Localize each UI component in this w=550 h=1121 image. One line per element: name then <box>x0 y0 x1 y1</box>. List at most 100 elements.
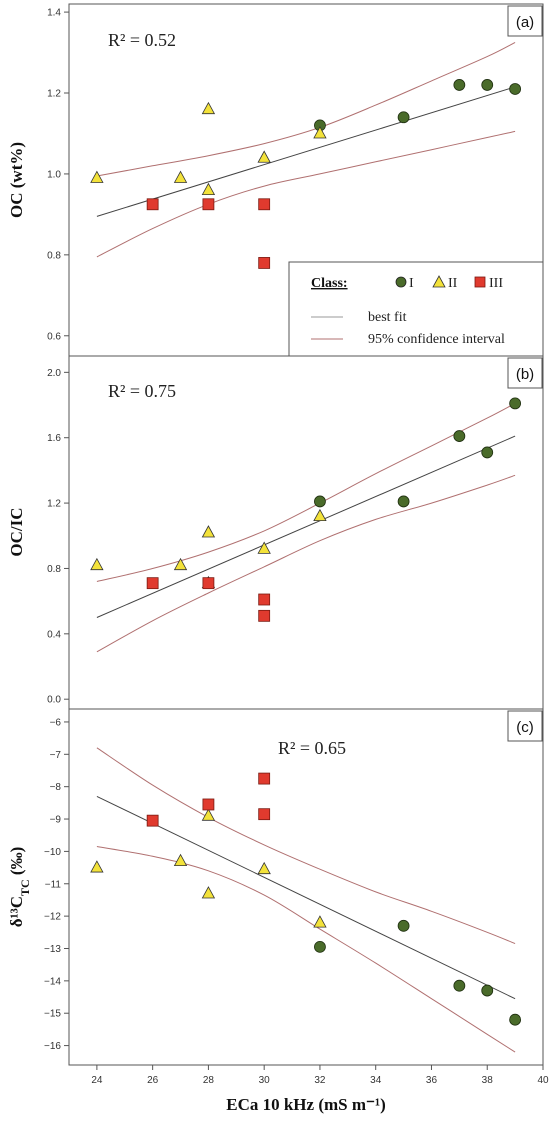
point-class-ii <box>201 101 216 115</box>
x-tick-label: 28 <box>203 1075 215 1086</box>
point-class-iii <box>258 808 271 821</box>
point-class-iii <box>146 577 159 590</box>
panel-b-label-box <box>507 357 543 389</box>
point-class-i <box>453 79 466 91</box>
point-class-iii <box>146 814 159 827</box>
point-class-i <box>314 940 326 953</box>
x-tick-label: 34 <box>370 1075 382 1086</box>
point-class-i <box>397 919 410 932</box>
point-class-iii <box>258 257 271 269</box>
point-class-i <box>481 984 494 997</box>
x-tick-label: 36 <box>426 1075 438 1086</box>
point-class-iii <box>258 198 271 211</box>
y-tick-label: −8 <box>50 782 62 793</box>
y-tick-label: −13 <box>44 944 61 955</box>
point-class-ii <box>257 541 271 554</box>
point-class-ii <box>257 150 271 163</box>
y-tick-label: 1.0 <box>47 169 61 180</box>
y-tick-label: 1.6 <box>47 433 61 444</box>
legend-marker-class-iii <box>474 276 486 288</box>
panel-a-ylabel: OC (wt%) <box>7 142 26 218</box>
x-tick-label: 24 <box>91 1075 103 1086</box>
legend-title: Class: <box>311 276 348 291</box>
point-class-ii <box>90 557 104 571</box>
y-tick-label: −6 <box>50 717 62 728</box>
best-fit-line <box>96 435 516 618</box>
panel-b-ylabel: OC/IC <box>7 507 26 556</box>
point-class-ii <box>90 170 104 183</box>
y-tick-label: 0.8 <box>47 564 61 575</box>
point-class-ii <box>313 126 327 139</box>
panel-b-r2: R² = 0.75 <box>108 381 176 401</box>
point-class-i <box>453 430 466 442</box>
ci-lower-line <box>96 130 516 258</box>
x-tick-label: 26 <box>147 1075 159 1086</box>
panel-a-r2: R² = 0.52 <box>108 30 176 50</box>
panel-a-label: (a) <box>516 14 534 31</box>
point-class-i <box>509 83 522 95</box>
ci-lower-line <box>96 474 516 653</box>
point-class-ii <box>257 861 271 875</box>
x-tick-label: 40 <box>537 1075 549 1086</box>
point-class-i <box>509 397 522 410</box>
point-class-iii <box>202 577 215 590</box>
point-class-iii <box>202 198 215 211</box>
legend-marker-class-i <box>395 276 407 288</box>
y-tick-label: −11 <box>45 879 62 890</box>
best-fit-line <box>96 86 516 217</box>
point-class-ii <box>313 508 327 522</box>
x-tick-label: 30 <box>259 1075 271 1086</box>
point-class-iii <box>258 609 271 622</box>
panel-b-label: (b) <box>516 366 534 383</box>
legend-label-class-ii: II <box>448 276 458 291</box>
legend-label-class-iii: III <box>489 276 503 291</box>
y-tick-label: −16 <box>44 1041 61 1052</box>
y-tick-label: −7 <box>50 750 62 761</box>
point-class-ii <box>201 808 216 821</box>
y-tick-label: 0.8 <box>47 250 61 261</box>
point-class-i <box>453 979 466 992</box>
y-tick-label: 0.0 <box>47 695 61 706</box>
point-class-ii <box>90 860 104 873</box>
legend-box <box>288 261 544 357</box>
line-layer <box>96 41 516 1053</box>
point-class-i <box>481 446 494 459</box>
point-class-iii <box>258 772 271 785</box>
panel-c-label: (c) <box>516 719 534 736</box>
y-tick-label: 1.4 <box>47 8 61 19</box>
point-class-i <box>509 1013 522 1026</box>
point-class-i <box>314 495 326 508</box>
y-tick-label: 1.2 <box>47 89 61 100</box>
y-tick-label: −15 <box>44 1009 61 1020</box>
legend-marker-class-ii <box>432 275 446 288</box>
panel-c-ylabel-unit: (‰) <box>7 847 26 880</box>
panel-c-ylabel-main: δ¹³C <box>7 896 26 927</box>
panel-c-r2: R² = 0.65 <box>278 738 346 758</box>
x-tick-label: 38 <box>482 1075 494 1086</box>
ci-upper-line <box>96 747 516 945</box>
x-axis-label: ECa 10 kHz (mS m⁻¹) <box>226 1095 386 1114</box>
legend-label-class-i: I <box>409 276 414 291</box>
y-tick-label: 0.6 <box>47 331 61 342</box>
panel-c-frame <box>68 708 544 1066</box>
ci-lower-line <box>96 846 516 1053</box>
ci-upper-line <box>96 402 516 582</box>
tick-layer: 24 26 28 30 32 34 36 38 40 0.6 0.8 1.0 1.2 1.4 0.0 0.4 0… <box>44 8 549 1086</box>
y-tick-label: −10 <box>44 847 61 858</box>
panel-b-frame <box>68 355 544 710</box>
panel-a-label-box <box>507 5 543 37</box>
best-fit-line <box>96 795 516 1000</box>
legend-label-confidence: 95% confidence interval <box>368 332 505 347</box>
panel-c-ylabel: δ¹³CTC (‰) <box>7 847 32 928</box>
y-tick-label: 1.2 <box>47 499 61 510</box>
point-class-ii <box>173 557 188 571</box>
point-class-ii <box>173 170 188 183</box>
x-tick-label: 32 <box>314 1075 326 1086</box>
y-tick-label: 2.0 <box>47 368 61 379</box>
point-layer <box>90 79 522 1026</box>
point-class-i <box>397 111 410 124</box>
ci-upper-line <box>96 41 516 177</box>
point-class-iii <box>202 798 215 811</box>
legend-label-best-fit: best fit <box>368 310 407 325</box>
